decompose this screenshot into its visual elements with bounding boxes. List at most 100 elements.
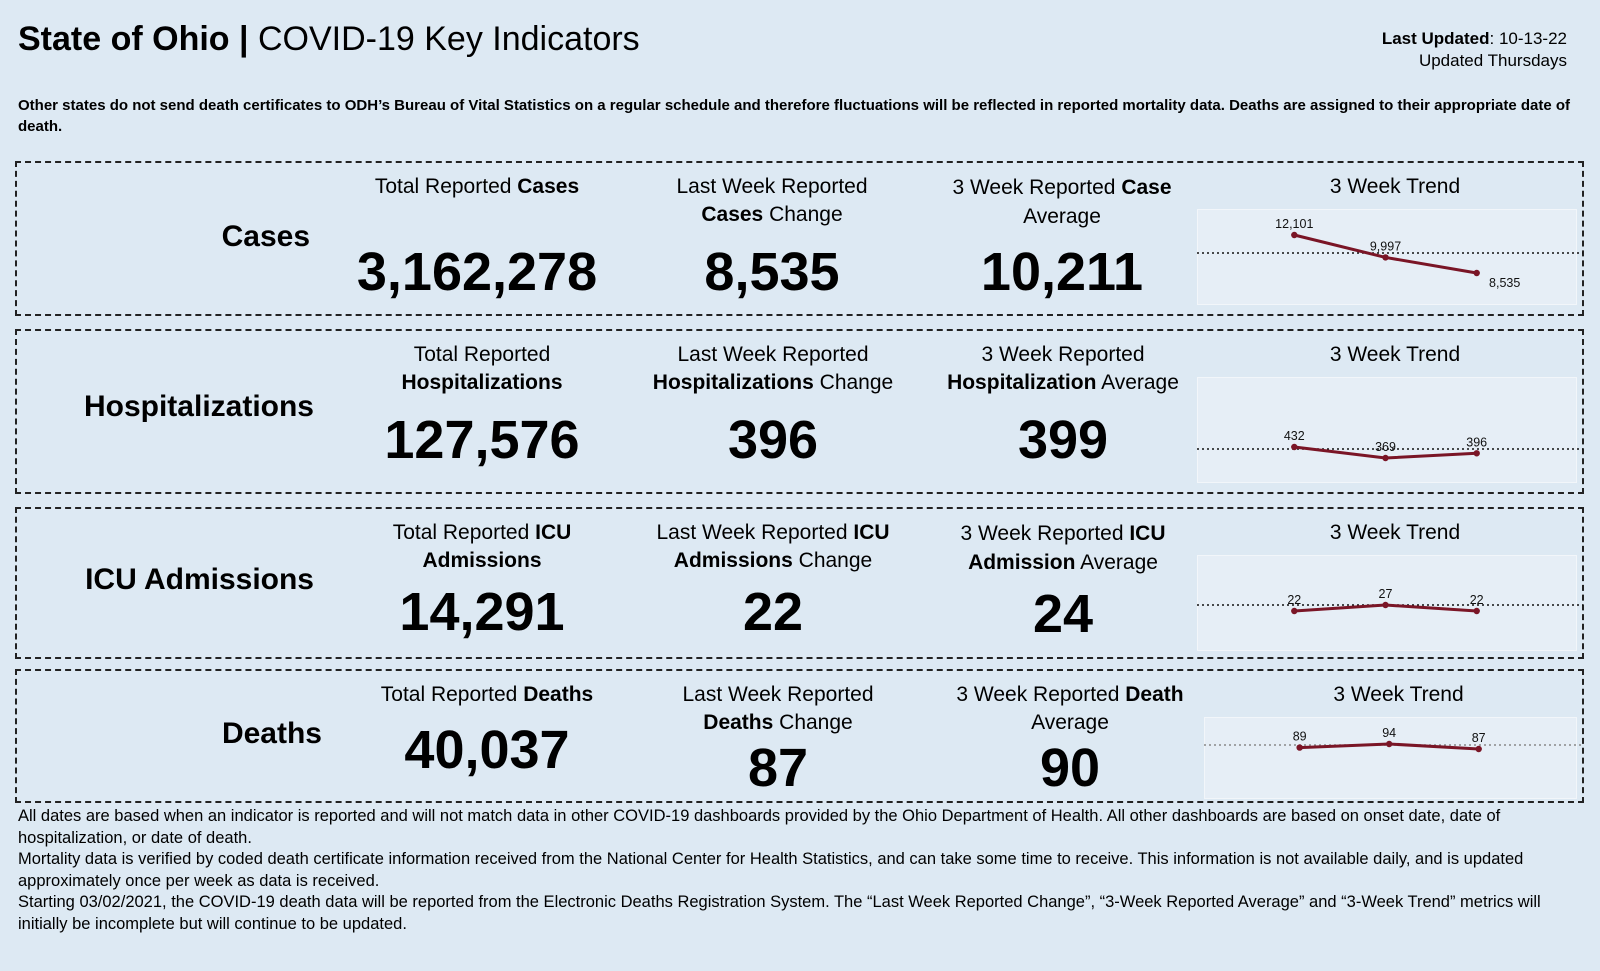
trend-chart: 12,101 9,997 8,535 <box>1197 217 1583 290</box>
trend-point-label: 9,997 <box>1370 239 1401 253</box>
footer-note-mortality: Mortality data is verified by coded deat… <box>18 850 1524 890</box>
last-week-icu-admissions-change: Last Week Reported ICU Admissions Change … <box>612 519 934 659</box>
metric-title-bold: Cases <box>701 203 764 226</box>
trend-title: 3 Week Trend <box>1333 683 1464 706</box>
trend-point-label: 369 <box>1375 440 1396 454</box>
last-updated-value: : 10-13-22 <box>1489 29 1568 48</box>
metric-title-text: Last Week Reported <box>677 343 869 366</box>
metric-value: 127,576 <box>384 410 580 470</box>
last-week-hospitalizations-change: Last Week Reported Hospitalizations Chang… <box>617 341 929 491</box>
trend-point-label: 22 <box>1470 593 1484 607</box>
trend-point <box>1382 454 1389 462</box>
hospitalizations-trend: 3 Week Trend 432 369 396 <box>1197 341 1585 491</box>
footer-note-edrs: Starting 03/02/2021, the COVID-19 death … <box>18 893 1541 933</box>
trend-chart: 432 369 396 <box>1197 429 1583 462</box>
metric-title-text: Total Reported <box>392 521 536 544</box>
trend-point-label: 94 <box>1382 726 1396 740</box>
trend-chart: 89 94 87 <box>1204 726 1583 753</box>
metric-title-text: Average <box>1023 205 1101 228</box>
last-week-deaths-change: Last Week Reported Deaths Change 87 <box>622 681 934 803</box>
trend-point-label: 432 <box>1284 429 1305 443</box>
cases-trend: 3 Week Trend 12,101 9,997 8,535 <box>1197 173 1585 313</box>
trend-point-label: 89 <box>1293 730 1307 744</box>
update-schedule: Updated Thursdays <box>1418 51 1567 70</box>
metric-title-text: Average <box>1075 551 1158 574</box>
trend-title: 3 Week Trend <box>1329 521 1461 544</box>
metric-title-bold: ICU <box>853 521 890 544</box>
three-week-death-average: 3 Week Reported Death Average 90 <box>914 681 1226 803</box>
trend-point <box>1473 450 1480 457</box>
last-updated-label: Last Updated <box>1381 29 1490 48</box>
trend-point <box>1385 740 1393 748</box>
page-title: State of Ohio | COVID-19 Key Indicators <box>18 20 640 59</box>
trend-plot-area <box>1197 377 1577 483</box>
total-cases: Total Reported Cases 3,162,278 <box>317 173 637 313</box>
metric-value: 90 <box>1039 738 1101 798</box>
metric-title-text: Change <box>813 371 894 394</box>
trend-point-label: 8,535 <box>1489 276 1520 290</box>
three-week-icu-admission-average: 3 Week Reported ICU Admission Average 24 <box>907 519 1219 659</box>
mortality-note: Other states do not send death certifica… <box>18 97 1571 135</box>
metric-title-bold: Hospitalizations <box>401 371 563 394</box>
trend-point-label: 27 <box>1379 587 1393 601</box>
metric-title-bold: ICU <box>1129 522 1166 545</box>
metric-value: 40,037 <box>404 720 570 780</box>
trend-point-label: 87 <box>1472 731 1486 745</box>
metric-title-text: Total Reported <box>380 683 524 706</box>
metric-title-bold: Admissions <box>673 549 793 572</box>
metric-value: 396 <box>727 410 819 470</box>
trend-point <box>1291 443 1298 451</box>
deaths-panel: Deaths Total Reported Deaths 40,037 Last… <box>15 669 1584 803</box>
metric-title-text: Average <box>1031 711 1109 734</box>
trend-plot-area <box>1204 717 1577 799</box>
metric-title-text: 3 Week Reported <box>960 522 1130 545</box>
footer-note-dates: All dates are based when an indicator is… <box>18 807 1501 847</box>
panel-label: ICU Admissions <box>85 563 314 596</box>
three-week-case-average: 3 Week Reported Case Average 10,211 <box>907 173 1217 313</box>
trend-point-label: 22 <box>1287 593 1301 607</box>
trend-point <box>1473 607 1480 615</box>
trend-point <box>1291 607 1298 615</box>
metric-title-text: Change <box>773 711 853 734</box>
total-deaths: Total Reported Deaths 40,037 <box>327 681 647 803</box>
metric-value: 8,535 <box>704 242 840 302</box>
panel-label: Cases <box>221 220 310 253</box>
trend-point <box>1296 744 1303 751</box>
trend-point <box>1475 745 1482 753</box>
metric-title-bold: Cases <box>517 175 580 198</box>
metric-value: 14,291 <box>399 582 565 642</box>
icu-admissions-trend: 3 Week Trend 22 27 22 <box>1197 519 1585 659</box>
total-hospitalizations: Total Reported Hospitalizations 127,576 <box>322 341 642 491</box>
metric-title-text: Total Reported <box>413 343 551 366</box>
metric-value: 22 <box>742 582 804 642</box>
metric-title-text: Average <box>1096 371 1179 394</box>
metric-title-text: 3 Week Reported <box>952 176 1122 199</box>
trend-point <box>1291 231 1298 239</box>
metric-title-text: Change <box>792 549 873 572</box>
trend-title: 3 Week Trend <box>1329 343 1461 366</box>
trend-point <box>1382 254 1389 261</box>
metric-title-bold: Hospitalizations <box>652 371 814 394</box>
trend-title: 3 Week Trend <box>1329 175 1461 198</box>
metric-title-text: 3 Week Reported <box>956 683 1126 706</box>
cases-panel: Cases Total Reported Cases 3,162,278 Las… <box>15 161 1584 316</box>
metric-title-bold: Hospitalization <box>947 371 1097 394</box>
metric-title-text: 3 Week Reported <box>981 343 1145 366</box>
metric-title-text: Last Week Reported <box>682 683 874 706</box>
icu-admissions-panel: ICU Admissions Total Reported ICU Admissi… <box>15 507 1584 659</box>
trend-point <box>1382 601 1389 609</box>
panel-label: Hospitalizations <box>83 390 314 423</box>
last-week-cases-change: Last Week Reported Cases Change 8,535 <box>617 173 927 313</box>
metric-title-bold: Admissions <box>422 549 542 572</box>
metric-value: 399 <box>1017 410 1109 470</box>
metric-value: 87 <box>747 738 809 798</box>
metric-title-bold: Deaths <box>523 683 594 706</box>
page-header: State of Ohio | COVID-19 Key Indicators <box>18 20 640 59</box>
panel-label: Deaths <box>221 717 322 750</box>
dashboard-subtitle: COVID-19 Key Indicators <box>257 20 640 58</box>
metric-value: 24 <box>1032 584 1094 644</box>
metric-title-bold: ICU <box>535 521 572 544</box>
metric-title-text: Change <box>763 203 843 226</box>
metric-title-bold: Admission <box>968 551 1076 574</box>
deaths-trend: 3 Week Trend 89 94 87 <box>1204 681 1585 803</box>
